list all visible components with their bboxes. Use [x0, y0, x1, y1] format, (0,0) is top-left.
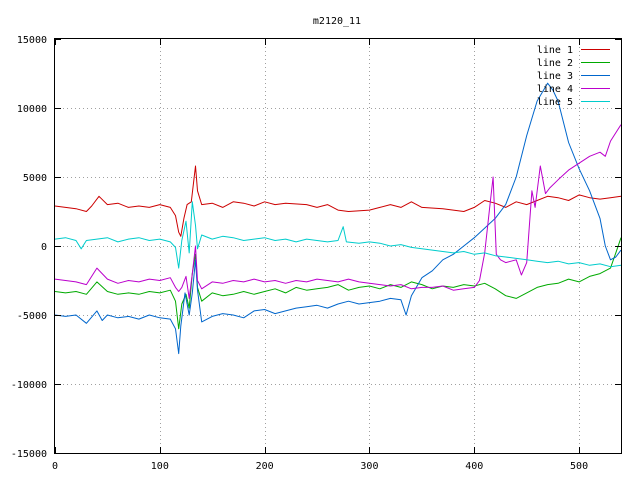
legend-label: line 3	[537, 71, 573, 82]
x-tick-label: 300	[360, 461, 378, 472]
x-tick-label: 100	[151, 461, 169, 472]
axis-ticks: 0 100 200 300 400 500 -15000 -10000 -5000 0 5000 10…	[11, 35, 621, 472]
y-tick-label: 10000	[17, 104, 47, 115]
series-line-4	[54, 124, 622, 299]
y-tick-label: 0	[41, 242, 47, 253]
y-tick-label: -10000	[11, 380, 47, 391]
y-tick-label: -15000	[11, 449, 47, 460]
legend: line 1 line 2 line 3 line 4 line 5	[537, 45, 610, 108]
x-tick-label: 0	[52, 461, 58, 472]
grid-lines	[55, 39, 621, 453]
series-line-3	[54, 82, 622, 355]
y-tick-label: 15000	[17, 35, 47, 46]
chart-title: m2120_11	[313, 16, 361, 27]
series-line-5	[54, 201, 622, 269]
x-tick-label: 400	[465, 461, 483, 472]
series-layer	[54, 82, 622, 355]
series-line-1	[54, 165, 622, 237]
legend-label: line 2	[537, 58, 573, 69]
legend-label: line 5	[537, 97, 573, 108]
series-line-2	[54, 237, 622, 330]
y-tick-label: 5000	[23, 173, 47, 184]
x-tick-label: 200	[256, 461, 274, 472]
y-tick-label: -5000	[17, 311, 47, 322]
plot-frame	[54, 38, 622, 454]
x-tick-label: 500	[570, 461, 588, 472]
legend-label: line 4	[537, 84, 573, 95]
legend-label: line 1	[537, 45, 573, 56]
